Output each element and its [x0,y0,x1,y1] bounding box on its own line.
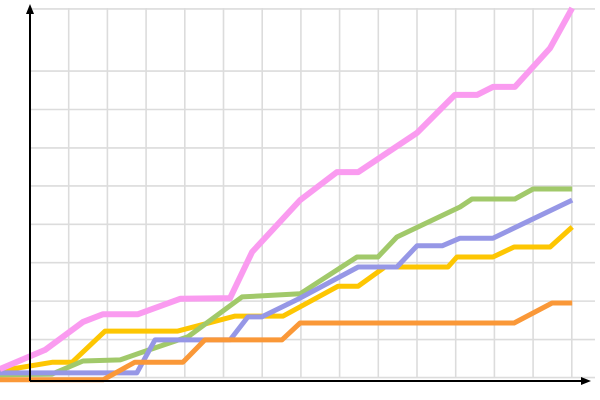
series-line-orange [0,300,573,383]
y-axis-arrowhead [26,4,34,14]
series-line-yellow [0,225,574,374]
series-line-green [0,186,573,378]
series-line-blue [0,197,574,376]
x-axis-arrowhead [581,377,591,385]
series-line-pink [0,6,575,372]
